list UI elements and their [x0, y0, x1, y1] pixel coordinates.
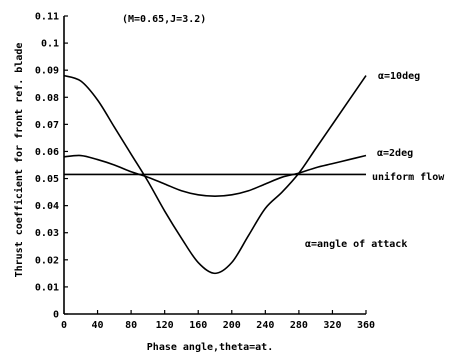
y-tick-label: 0.04	[35, 201, 59, 212]
y-tick-label: 0.08	[35, 93, 59, 104]
y-tick-label: 0.11	[35, 12, 59, 23]
series-line-alpha-10deg	[63, 74, 367, 275]
series-label-alpha-2: α=2deg	[377, 148, 413, 159]
series-label-uniform-flow: uniform flow	[372, 171, 445, 183]
x-tick-label: 280	[290, 320, 308, 331]
x-tick-label: 320	[323, 320, 341, 331]
y-tick-label: 0.03	[35, 228, 59, 239]
x-tick-label: 0	[61, 320, 67, 331]
x-tick-label: 240	[256, 320, 274, 331]
y-tick-label: 0.09	[35, 66, 59, 77]
x-tick-label: 80	[125, 320, 137, 331]
x-tick-label: 160	[189, 320, 207, 331]
y-tick-label: 0.05	[35, 174, 59, 185]
y-tick-label: 0.02	[35, 255, 59, 266]
x-tick-label: 360	[357, 320, 375, 331]
y-tick-label: 0.07	[35, 120, 59, 131]
chart-subtitle: (M=0.65,J=3.2)	[122, 14, 206, 25]
y-tick-label: 0	[53, 310, 59, 321]
x-axis-label: Phase angle,theta=at.	[147, 342, 273, 353]
axes	[63, 16, 366, 315]
series-group	[63, 74, 367, 275]
x-tick-label: 120	[156, 320, 174, 331]
y-tick-label: 0.06	[35, 147, 59, 158]
tick-group: 0 40 80 120 160 200 240 280 320 360 0 0.01 0.02 0.03 0…	[35, 12, 375, 332]
y-tick-label: 0.01	[35, 282, 59, 293]
series-line-alpha-2deg	[63, 154, 367, 197]
series-label-alpha-10: α=10deg	[378, 71, 420, 82]
x-tick-label: 200	[223, 320, 241, 331]
x-tick-label: 40	[92, 320, 104, 331]
annotation-angle-of-attack: α=angle of attack	[305, 239, 407, 250]
y-tick-label: 0.1	[41, 39, 59, 50]
y-axis-label: Thrust coefficient for front ref. blade	[13, 43, 25, 278]
